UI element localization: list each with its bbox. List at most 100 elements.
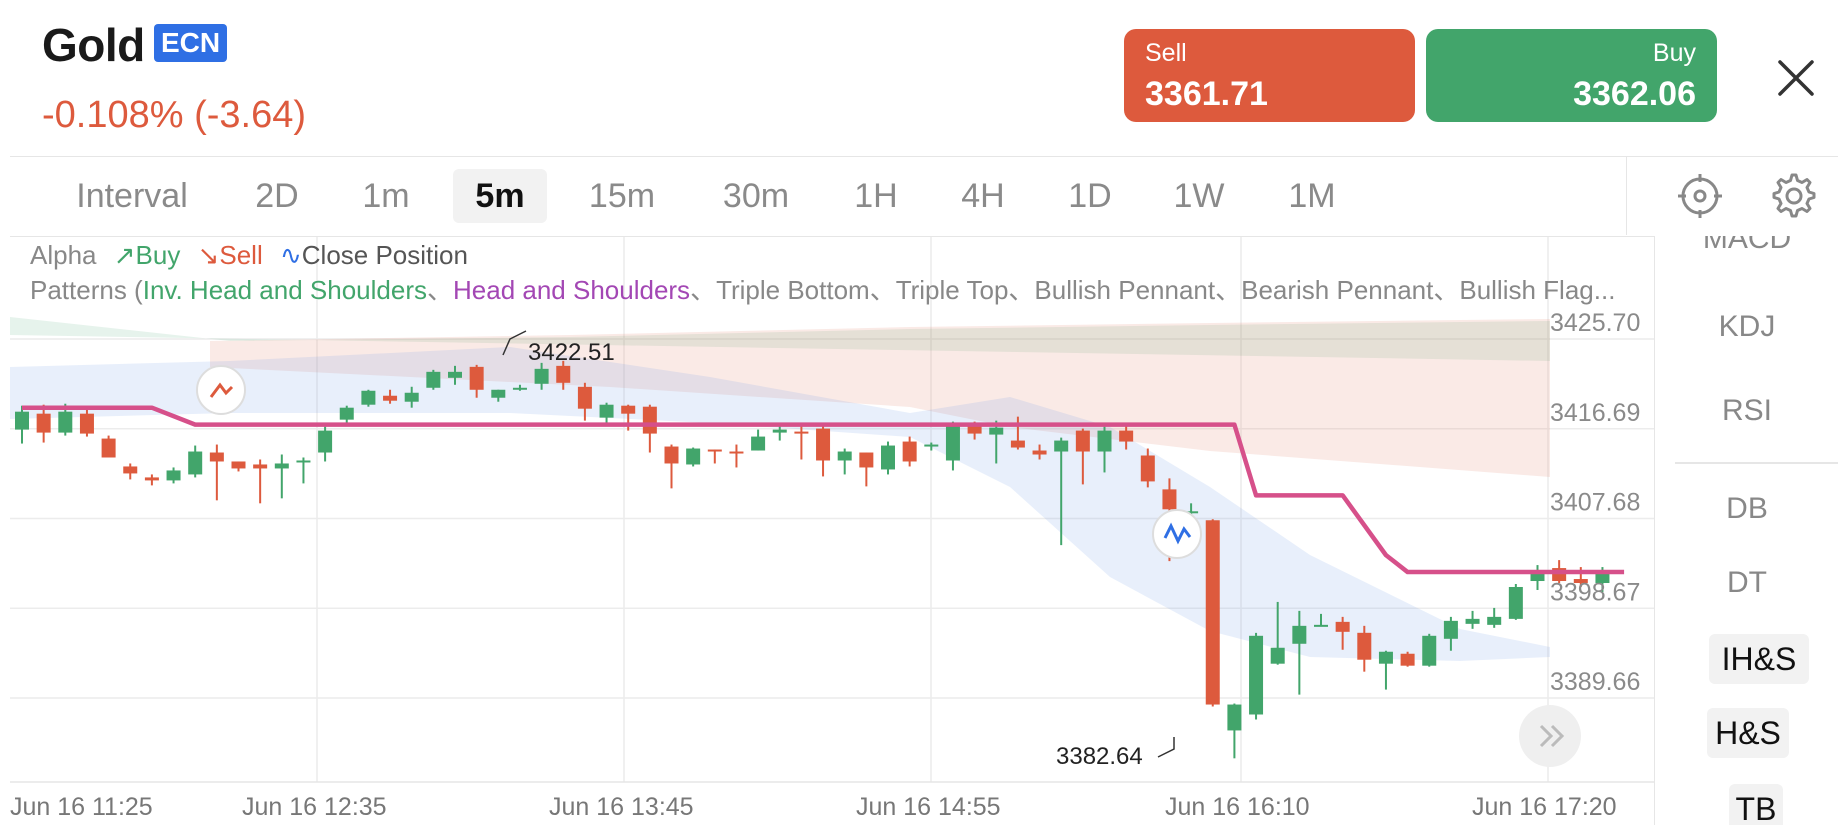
candle-body <box>664 446 679 464</box>
close-position-icon: ∿ <box>279 240 302 270</box>
instrument-header: Gold ECN -0.108% (-3.64) Sell 3361.71 Bu… <box>0 0 1838 156</box>
candle-body <box>318 430 333 453</box>
candle-body <box>1508 586 1523 619</box>
interval-1m[interactable]: 1m <box>362 177 410 215</box>
buy-signal-icon: ↗ <box>113 240 136 270</box>
close-position-icon <box>1163 522 1192 545</box>
pattern-separator: 、 <box>426 275 453 305</box>
candle-body <box>426 371 441 388</box>
candle-body <box>361 390 376 405</box>
candle-body <box>512 387 527 390</box>
pattern-tb[interactable]: TB <box>1729 784 1783 825</box>
y-tick-label: 3425.70 <box>1550 309 1640 337</box>
candle-body <box>556 365 571 383</box>
indicator-rsi[interactable]: RSI <box>1721 394 1772 427</box>
candle-body <box>837 451 852 461</box>
interval-4h[interactable]: 4H <box>961 177 1005 215</box>
pattern-db[interactable]: DB <box>1726 492 1768 525</box>
candle-body <box>642 406 657 434</box>
high-leader <box>502 330 527 356</box>
candle-body <box>1140 455 1155 482</box>
interval-15m[interactable]: 15m <box>588 177 656 215</box>
double-chevron-icon <box>1539 724 1554 748</box>
candle-body <box>794 431 809 434</box>
low-price-label: 3382.64 <box>1056 743 1143 770</box>
x-tick-label: Jun 16 11:25 <box>10 793 153 821</box>
alpha-label: Alpha <box>30 240 97 270</box>
buy-label: Buy <box>1652 39 1696 67</box>
header-divider <box>10 156 1838 157</box>
candle-body <box>1573 579 1588 584</box>
interval-5m[interactable]: 5m <box>453 169 547 223</box>
y-tick-label: 3389.66 <box>1550 668 1640 696</box>
interval-label: Interval <box>76 177 188 215</box>
gear-icon[interactable] <box>1770 172 1818 220</box>
candle-body <box>404 392 419 402</box>
candle-body <box>296 460 311 463</box>
candle-body <box>1465 618 1480 624</box>
patterns-prefix: Patterns ( <box>30 275 143 305</box>
candle-body <box>253 464 268 469</box>
candle-body <box>1595 573 1610 584</box>
interval-1d[interactable]: 1D <box>1068 177 1112 215</box>
candle-body <box>1184 511 1199 514</box>
candle-body <box>686 448 701 465</box>
buy-signal-label: Buy <box>135 240 181 270</box>
indicator-panel: MACD KDJ RSI DB DT IH&S H&S TB <box>1654 236 1838 825</box>
candle-body <box>383 395 398 401</box>
y-tick-label: 3416.69 <box>1550 399 1640 427</box>
candle-body <box>188 451 203 475</box>
pattern-ihs[interactable]: IH&S <box>1709 634 1809 684</box>
crosshair-icon[interactable] <box>1676 172 1724 220</box>
candle-body <box>1032 450 1047 455</box>
close-position-marker <box>1152 509 1202 559</box>
pattern-dt[interactable]: DT <box>1727 566 1767 599</box>
candle-body <box>1249 635 1264 715</box>
candle-body <box>491 389 506 398</box>
close-icon[interactable] <box>1774 56 1818 100</box>
candle-body <box>15 411 29 430</box>
indicator-kdj[interactable]: KDJ <box>1718 310 1776 343</box>
pattern-hs[interactable]: H&S <box>1707 708 1789 758</box>
interval-1w[interactable]: 1W <box>1173 177 1225 215</box>
candle-body <box>1422 635 1437 666</box>
double-chevron-icon-2 <box>1550 724 1565 748</box>
interval-1h[interactable]: 1H <box>854 177 898 215</box>
interval-1mo[interactable]: 1M <box>1288 177 1336 215</box>
candle-body <box>1378 651 1393 664</box>
price-chart[interactable]: 3425.70 3416.69 3407.68 3398.67 3389.66 Jun 1… <box>10 236 1654 825</box>
candle-body <box>729 451 744 454</box>
candle-body <box>1443 620 1458 639</box>
candle-body <box>274 463 289 469</box>
candle-body <box>166 470 181 481</box>
y-tick-label: 3407.68 <box>1550 489 1640 517</box>
pattern-ihs-label: Inv. Head and Shoulders <box>142 275 427 305</box>
interval-30m[interactable]: 30m <box>722 177 790 215</box>
candle-body <box>751 436 766 451</box>
toolbar-divider <box>1626 157 1627 235</box>
candle-body <box>1075 430 1090 452</box>
interval-2d[interactable]: 2D <box>255 177 299 215</box>
candle-body <box>772 429 787 433</box>
candle-body <box>859 452 874 468</box>
candle-body <box>448 371 462 378</box>
candle-body <box>79 413 94 434</box>
patterns-rest: 、Triple Bottom、Triple Top、Bullish Pennan… <box>690 275 1616 305</box>
sell-button[interactable]: Sell 3361.71 <box>1124 29 1415 122</box>
candle-body <box>1487 616 1502 625</box>
candle-body <box>209 452 224 462</box>
patterns-legend: Patterns (Inv. Head and Shoulders、Head a… <box>30 270 1654 307</box>
candlestick-chart: 3425.70 3416.69 3407.68 3398.67 3389.66 Jun 1… <box>10 237 1654 821</box>
cloud-band-blue <box>10 347 1550 661</box>
candle-body <box>967 422 982 434</box>
indicator-macd[interactable]: MACD <box>1702 236 1792 255</box>
candle-body <box>816 428 831 461</box>
buy-button[interactable]: Buy 3362.06 <box>1426 29 1717 122</box>
candle-body <box>1227 704 1242 731</box>
high-price-label: 3422.51 <box>528 339 615 366</box>
candle-body <box>58 411 73 433</box>
candle-body <box>123 466 138 474</box>
interval-bar: Interval 2D 1m 5m 15m 30m 1H 4H 1D 1W 1M <box>0 157 1626 237</box>
close-position-label: Close Position <box>301 240 468 270</box>
cloud-band-green <box>10 317 1550 361</box>
